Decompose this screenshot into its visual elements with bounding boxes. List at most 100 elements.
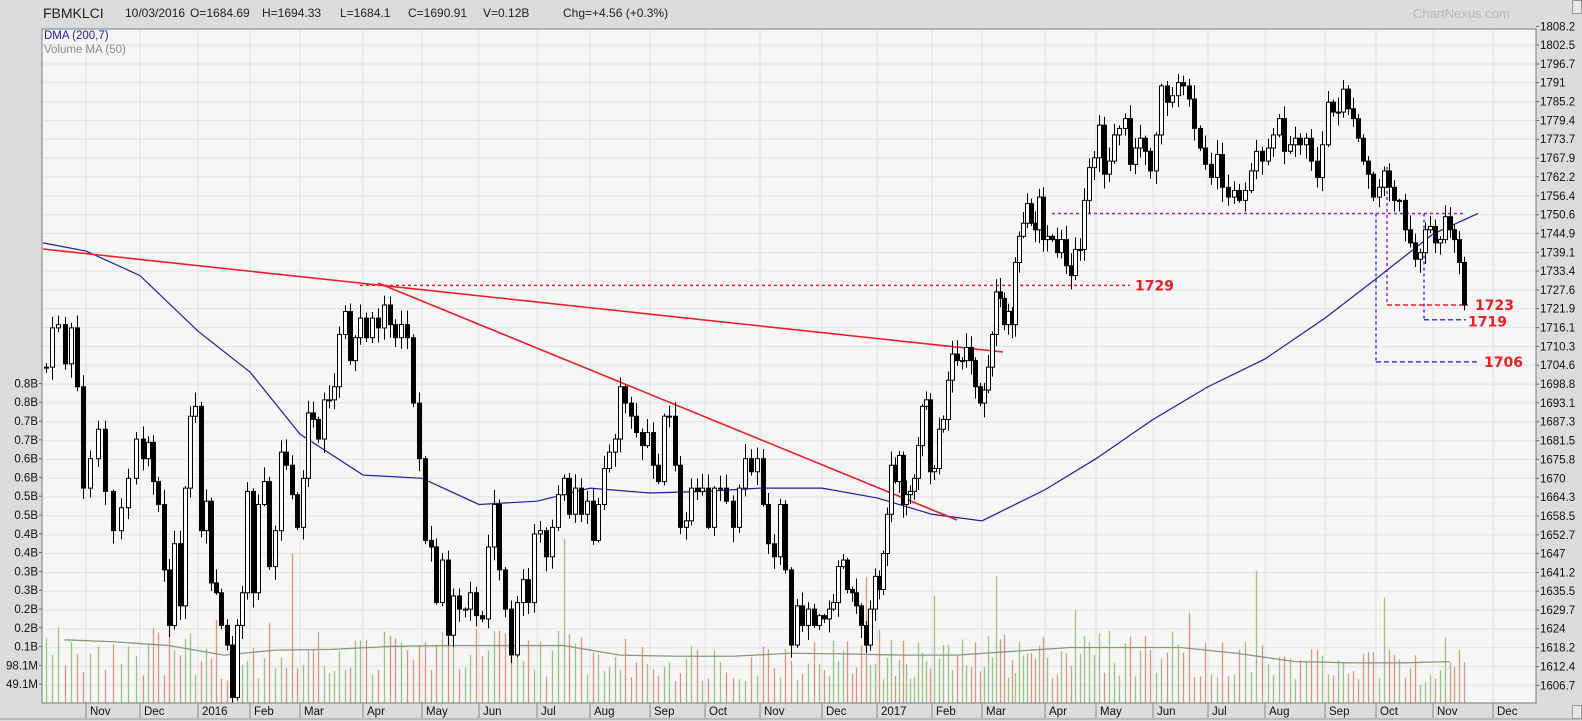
- candle-up: [806, 608, 811, 626]
- candle-down: [695, 487, 700, 492]
- candle-up: [613, 438, 618, 453]
- month-tick-label: Jul: [541, 706, 556, 718]
- month-tick-label: May: [426, 706, 448, 718]
- price-tick-label: 1681.5: [1540, 436, 1575, 448]
- candle-down: [1237, 190, 1242, 201]
- candle-up: [538, 530, 543, 535]
- price-tick-label: 1756.4: [1540, 191, 1576, 203]
- candle-up: [950, 353, 955, 381]
- month-tick-label: Jun: [483, 706, 502, 718]
- quote-close: C=1690.91: [408, 6, 468, 20]
- candle-down: [1029, 203, 1034, 224]
- candle-down: [1351, 108, 1356, 120]
- candle-up: [273, 530, 278, 568]
- volume-tick-label: 0.4B: [14, 529, 38, 541]
- candle-up: [1336, 111, 1341, 114]
- candle-up: [964, 347, 969, 362]
- candle-down: [1356, 118, 1361, 139]
- price-tick-label: 1767.9: [1540, 153, 1575, 165]
- price-tick-label: 1739.1: [1540, 247, 1575, 259]
- price-tick-label: 1710.3: [1540, 342, 1575, 354]
- price-tick-label: 1791: [1540, 78, 1566, 90]
- candle-up: [44, 366, 49, 369]
- candle-up: [1382, 170, 1387, 188]
- candle-up: [188, 415, 193, 489]
- candle-up: [1138, 137, 1143, 149]
- candle-up: [585, 500, 590, 515]
- price-tick-label: 1652.7: [1540, 530, 1575, 542]
- candle-down: [1346, 88, 1351, 110]
- candle-up: [994, 291, 999, 335]
- price-tick-label: 1721.9: [1540, 304, 1575, 316]
- candle-up: [689, 487, 694, 522]
- candle-up: [1021, 222, 1026, 237]
- candle-down: [850, 588, 855, 594]
- candle-down: [1448, 216, 1453, 231]
- candle-up: [718, 487, 723, 490]
- candle-down: [1203, 147, 1208, 165]
- month-tick-label: Jun: [1157, 706, 1176, 718]
- candle-down: [955, 353, 960, 362]
- candle-up: [1232, 190, 1237, 198]
- month-tick-label: Oct: [1380, 706, 1399, 718]
- candle-up: [1006, 311, 1011, 326]
- candle-down: [1452, 229, 1457, 241]
- candle-down: [749, 458, 754, 473]
- candle-up: [1170, 95, 1175, 103]
- candle-up: [960, 360, 965, 363]
- candle-down: [457, 595, 462, 610]
- candle-up: [134, 438, 139, 479]
- price-tick-label: 1733.4: [1540, 266, 1576, 278]
- candle-up: [562, 477, 567, 496]
- candle-down: [111, 490, 116, 532]
- quote-low: L=1684.1: [340, 6, 391, 20]
- price-tick-label: 1641.2: [1540, 567, 1575, 579]
- symbol-name: FBMKLCI: [43, 5, 104, 21]
- candle-up: [1078, 248, 1083, 251]
- volume-tick-label: 0.1B: [14, 642, 38, 654]
- candle-up: [946, 379, 951, 420]
- candle-down: [845, 559, 850, 590]
- candle-up: [1112, 134, 1117, 162]
- candle-down: [225, 624, 230, 646]
- candle-down: [1198, 127, 1203, 149]
- price-tick-label: 1762.2: [1540, 172, 1575, 184]
- candle-down: [724, 487, 729, 502]
- candle-up: [550, 526, 555, 558]
- candle-down: [1309, 137, 1314, 162]
- price-tick-label: 1624: [1540, 624, 1566, 636]
- candle-down: [497, 503, 502, 571]
- candle-down: [411, 337, 416, 404]
- candle-up: [596, 503, 601, 541]
- candle-up: [904, 494, 909, 505]
- candle-up: [1087, 167, 1092, 201]
- candle-down: [429, 539, 434, 548]
- volume-ma-line: [64, 639, 1450, 664]
- candle-up: [337, 333, 342, 388]
- candle-up: [1107, 160, 1112, 175]
- candle-down: [1050, 235, 1055, 241]
- volume-tick-label: 0.5B: [14, 510, 38, 522]
- candle-down: [579, 487, 584, 515]
- candle-up: [301, 477, 306, 528]
- quote-change: Chg=+4.56 (+0.3%): [563, 6, 669, 20]
- level-label-1729: 1729: [1135, 278, 1174, 294]
- candle-up: [841, 559, 846, 568]
- candle-up: [618, 386, 623, 440]
- candle-up: [1377, 186, 1382, 198]
- candle-up: [532, 533, 537, 604]
- candlesticks: [44, 73, 1467, 703]
- indicator-lines: [42, 212, 1479, 664]
- candle-down: [1165, 85, 1170, 103]
- candle-down: [1055, 239, 1060, 254]
- candle-down: [877, 575, 882, 590]
- candle-down: [103, 428, 108, 492]
- candle-down: [1331, 101, 1336, 113]
- volume-tick-label: 0.2B: [14, 604, 38, 616]
- month-tick-label: Nov: [764, 706, 785, 718]
- candle-up: [1249, 170, 1254, 192]
- month-tick-label: Dec: [144, 706, 165, 718]
- candle-down: [1226, 186, 1231, 198]
- candle-down: [567, 477, 572, 515]
